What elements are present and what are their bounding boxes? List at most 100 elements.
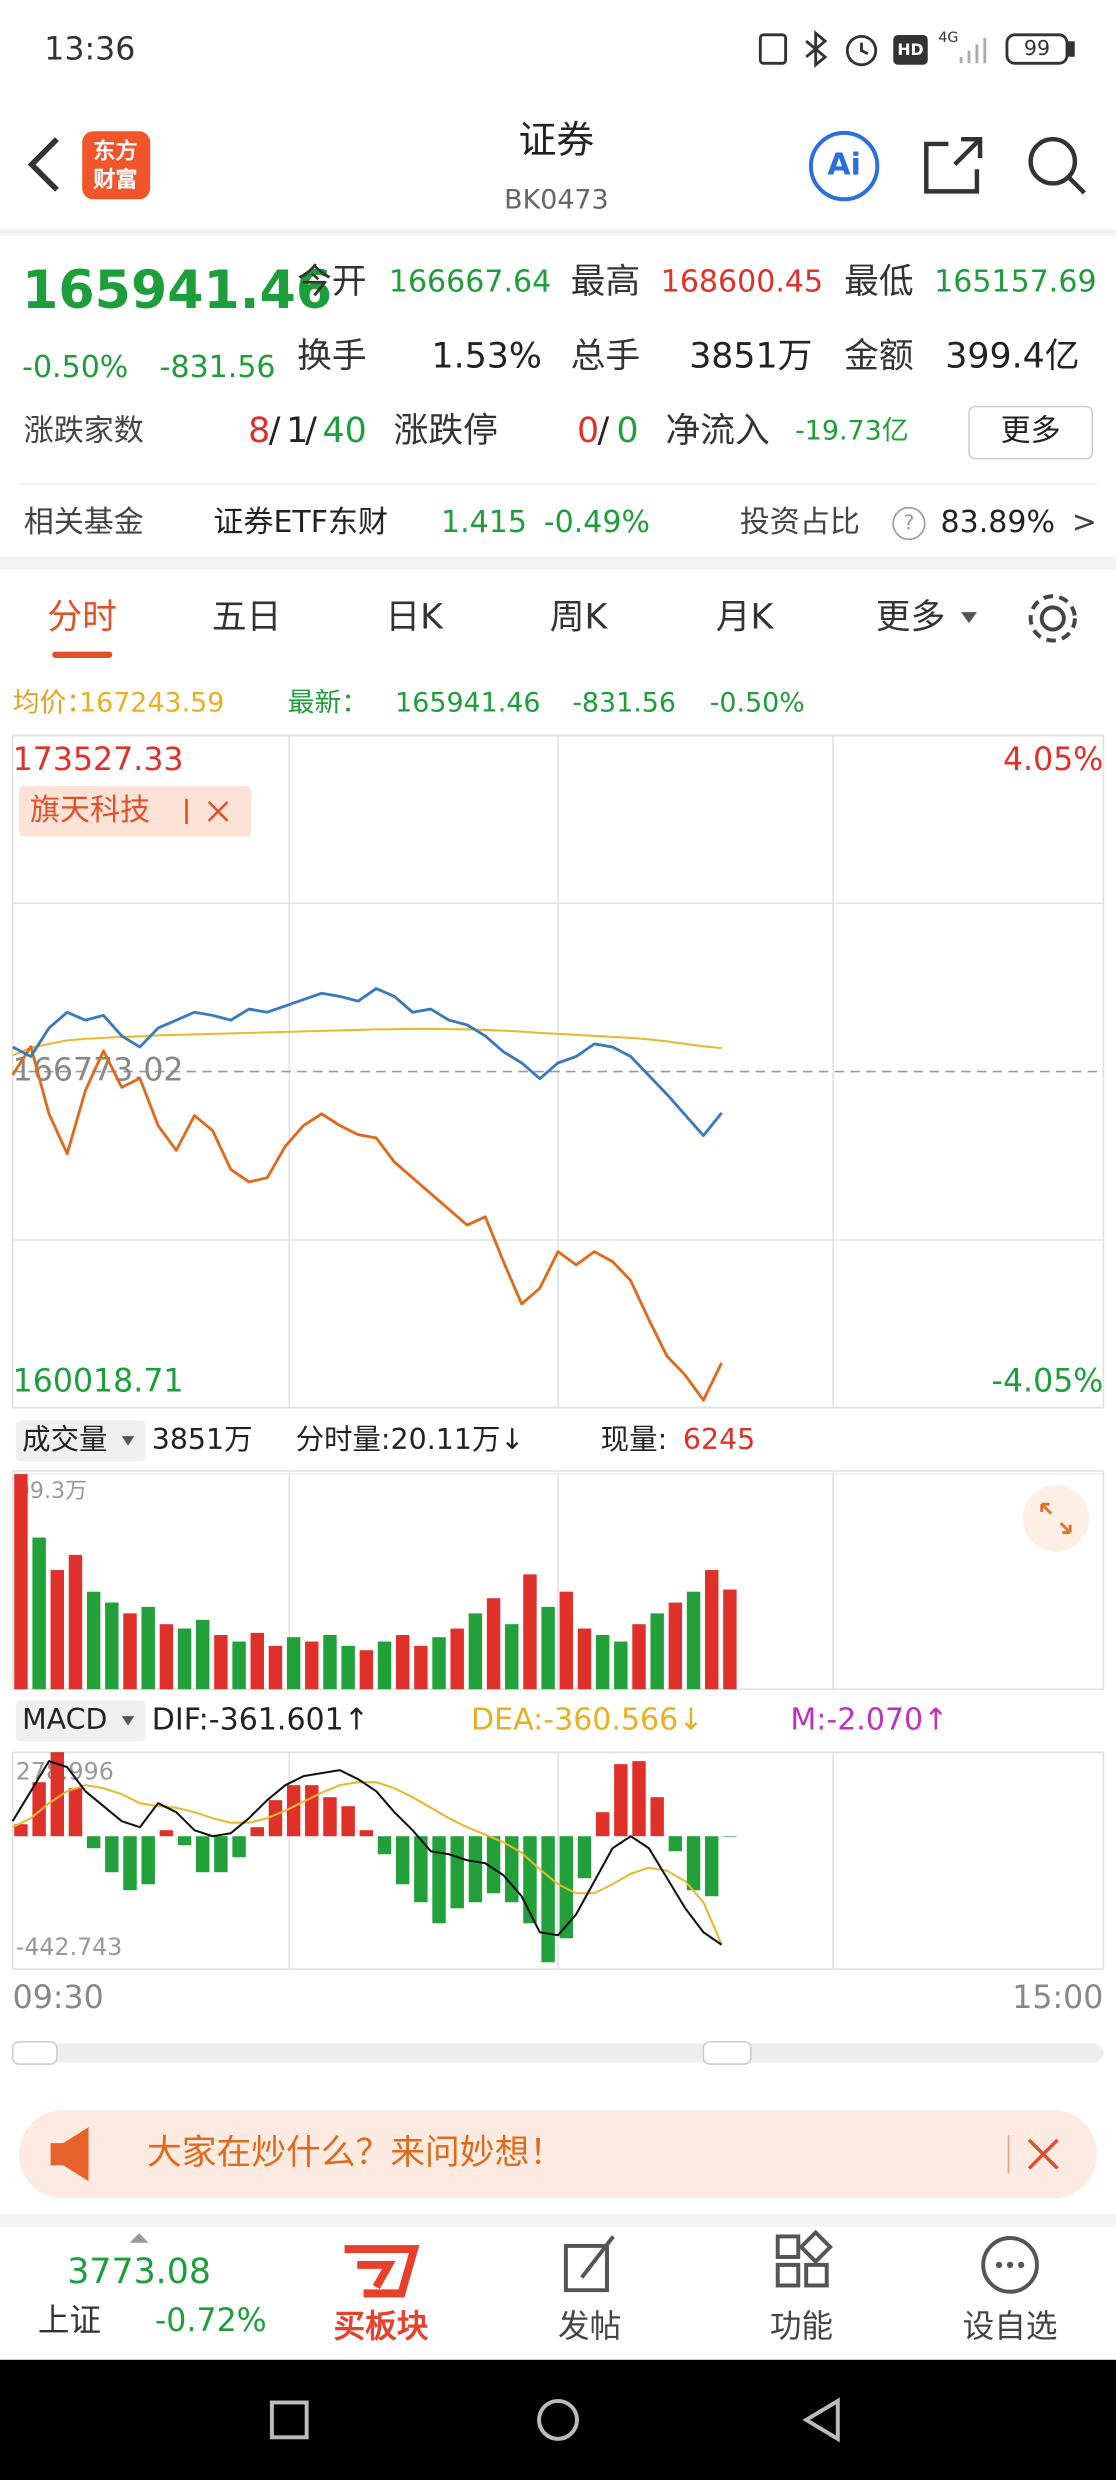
- tab[interactable]: 五日: [212, 597, 282, 637]
- scroll-handle[interactable]: [702, 2041, 752, 2065]
- macd-bar: [541, 1836, 555, 1963]
- banner[interactable]: [18, 2109, 1098, 2199]
- breadth-label: 涨跌家数: [24, 413, 144, 448]
- volume-bar: [723, 1589, 737, 1690]
- home-button[interactable]: [537, 2398, 579, 2441]
- nav-item[interactable]: 发帖: [558, 2309, 621, 2345]
- fund-name[interactable]: 证券ETF东财: [213, 505, 388, 540]
- overlay-name[interactable]: 旗天科技: [30, 793, 150, 828]
- ai-label[interactable]: Ai: [827, 148, 861, 183]
- overlay-tag[interactable]: [18, 786, 252, 837]
- index-name[interactable]: 上证: [38, 2303, 101, 2339]
- search-button[interactable]: [1028, 136, 1086, 195]
- nav-item[interactable]: 功能: [770, 2309, 833, 2345]
- volume-bar: [577, 1628, 592, 1690]
- recent-button[interactable]: [269, 2400, 309, 2440]
- breadth-up: 8: [248, 411, 270, 451]
- system-nav-bar: [0, 2359, 1116, 2480]
- macd-bar: [305, 1785, 319, 1837]
- separator: /: [598, 411, 610, 451]
- back-nav-button[interactable]: [802, 2397, 840, 2443]
- macd-bar: [14, 1824, 28, 1837]
- data-line: [12, 1027, 722, 1057]
- macd-bar: [341, 1806, 355, 1837]
- stat-label: 换手: [297, 336, 367, 376]
- expand-icon: [1040, 1502, 1072, 1535]
- macd-bar: [232, 1836, 246, 1858]
- nav-item[interactable]: 买板块: [334, 2309, 429, 2345]
- current-label: 现量:: [601, 1423, 667, 1456]
- volume-bar: [196, 1619, 210, 1690]
- megaphone-icon: [50, 2127, 89, 2182]
- stat-value: 166667.64: [389, 265, 551, 300]
- volume-selector[interactable]: [15, 1420, 146, 1462]
- change: -831.56: [160, 350, 276, 385]
- volume-bar: [432, 1637, 446, 1690]
- banner-close[interactable]: [1027, 2138, 1059, 2170]
- volume-bar: [323, 1635, 337, 1690]
- inflow-value: -19.73亿: [795, 415, 908, 446]
- index-change[interactable]: -0.72%: [155, 2303, 267, 2339]
- macd-bar: [577, 1836, 592, 1879]
- volume-bar: [341, 1645, 355, 1690]
- y-tick-label: 278.996: [16, 1758, 114, 1786]
- scrollbar[interactable]: [12, 2043, 1104, 2063]
- volume-bar: [450, 1628, 464, 1690]
- tab[interactable]: 日K: [385, 597, 444, 637]
- macd-bar: [505, 1836, 519, 1903]
- tab[interactable]: 周K: [550, 597, 609, 637]
- ratio-arrow[interactable]: >: [1072, 505, 1097, 540]
- macd-bar: [705, 1836, 719, 1897]
- volume-bar: [86, 1591, 101, 1690]
- tab[interactable]: 更多: [876, 597, 946, 637]
- logo-text: 东方: [93, 138, 137, 164]
- macd-bar: [268, 1800, 283, 1837]
- volume-bar: [650, 1613, 664, 1690]
- volume-bar: [14, 1474, 28, 1690]
- divider: [0, 556, 1116, 570]
- more-label[interactable]: 更多: [1001, 413, 1061, 448]
- ratio-label: 投资占比: [740, 505, 860, 540]
- macd-bar: [105, 1836, 119, 1873]
- limit-up: 0: [577, 411, 599, 451]
- help-icon[interactable]: [892, 506, 926, 541]
- volume-bar: [268, 1645, 283, 1690]
- macd-bar: [141, 1836, 155, 1885]
- latest-change: -831.56: [572, 687, 676, 718]
- overlay-close[interactable]: [185, 798, 229, 825]
- scroll-handle[interactable]: [11, 2041, 58, 2065]
- settings-button[interactable]: [1028, 594, 1077, 643]
- tab-underline: [52, 651, 113, 658]
- page-title: 证券: [518, 118, 594, 162]
- more-button[interactable]: [968, 405, 1094, 460]
- back-button[interactable]: [27, 137, 59, 192]
- ai-button[interactable]: [808, 130, 880, 202]
- volume-bar: [141, 1606, 155, 1690]
- volume-selector-label[interactable]: 成交量: [22, 1423, 107, 1456]
- nav-item[interactable]: 设自选: [963, 2309, 1058, 2345]
- logo: [82, 131, 151, 200]
- index-arrow: [129, 2233, 149, 2243]
- index-value[interactable]: 3773.08: [67, 2252, 211, 2292]
- macd-bar: [632, 1761, 646, 1837]
- change-pct: -0.50%: [22, 350, 128, 385]
- share-button[interactable]: [924, 136, 983, 194]
- macd-selector[interactable]: [15, 1700, 146, 1742]
- limit-label: 涨跌停: [394, 411, 498, 451]
- stat-value: 399.4亿: [945, 336, 1079, 376]
- expand-button[interactable]: [1022, 1485, 1090, 1552]
- tab[interactable]: 分时: [47, 597, 117, 637]
- status-time: 13:36: [44, 32, 135, 68]
- tab[interactable]: 月K: [716, 597, 775, 637]
- stat-value: 168600.45: [661, 265, 823, 300]
- macd-selector-label[interactable]: MACD: [22, 1703, 107, 1736]
- nav-icon: [775, 2229, 833, 2288]
- price: 165941.46: [22, 261, 332, 321]
- banner-text[interactable]: 大家在炒什么？来问妙想！: [147, 2133, 564, 2173]
- nav-icon: [981, 2236, 1039, 2294]
- volume-bar: [123, 1613, 137, 1690]
- volume-bar: [177, 1628, 192, 1690]
- y-tick-label: 99.3万: [16, 1478, 87, 1504]
- volume-bar: [705, 1570, 719, 1690]
- volume-bar: [159, 1624, 174, 1690]
